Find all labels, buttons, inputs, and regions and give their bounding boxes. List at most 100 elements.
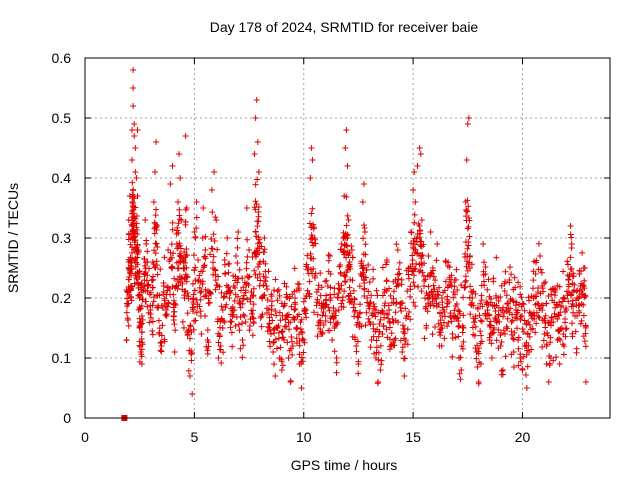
data-point bbox=[240, 292, 247, 299]
data-point bbox=[189, 296, 196, 303]
data-point bbox=[191, 229, 198, 235]
y-tick-label: 0.6 bbox=[52, 50, 72, 66]
data-point bbox=[411, 169, 418, 175]
data-point bbox=[536, 314, 543, 321]
data-point bbox=[314, 296, 321, 303]
data-point bbox=[537, 253, 543, 259]
data-point bbox=[239, 320, 246, 327]
data-point bbox=[268, 293, 275, 300]
data-point bbox=[137, 321, 144, 328]
data-point bbox=[532, 293, 539, 300]
data-point bbox=[436, 284, 443, 291]
data-point bbox=[496, 318, 503, 325]
data-point bbox=[448, 279, 455, 286]
data-point bbox=[263, 310, 270, 317]
data-point bbox=[149, 318, 156, 325]
data-point bbox=[380, 322, 387, 329]
data-point bbox=[212, 286, 219, 293]
data-point bbox=[299, 329, 306, 336]
x-axis-label: GPS time / hours bbox=[291, 457, 398, 473]
data-point bbox=[379, 292, 386, 299]
data-point bbox=[172, 301, 179, 308]
data-point bbox=[272, 276, 279, 283]
data-point bbox=[502, 331, 508, 337]
data-point bbox=[202, 313, 209, 320]
data-point bbox=[544, 329, 551, 336]
data-point bbox=[298, 354, 305, 361]
data-point bbox=[219, 307, 226, 313]
data-point bbox=[246, 247, 253, 253]
data-point bbox=[244, 236, 251, 243]
data-point bbox=[441, 287, 448, 294]
data-point bbox=[577, 320, 584, 327]
data-point bbox=[579, 281, 586, 288]
data-point bbox=[156, 325, 163, 332]
data-point bbox=[407, 293, 414, 300]
y-tick-label: 0.5 bbox=[52, 110, 72, 126]
data-point bbox=[261, 291, 268, 298]
data-point bbox=[445, 298, 452, 305]
data-point bbox=[309, 239, 316, 246]
data-point bbox=[465, 115, 472, 121]
data-point bbox=[410, 272, 417, 279]
data-point bbox=[581, 277, 588, 284]
data-point bbox=[535, 313, 542, 320]
data-point bbox=[196, 272, 203, 279]
data-point bbox=[327, 253, 333, 259]
data-point bbox=[411, 219, 418, 226]
data-point bbox=[476, 359, 483, 366]
data-point bbox=[385, 302, 392, 309]
data-point bbox=[514, 325, 521, 332]
data-point bbox=[184, 310, 191, 317]
data-point bbox=[275, 322, 282, 329]
data-point bbox=[356, 283, 363, 290]
data-point bbox=[416, 145, 423, 151]
data-point bbox=[560, 268, 567, 275]
data-point bbox=[475, 380, 482, 387]
data-point bbox=[469, 324, 476, 331]
data-point bbox=[353, 348, 360, 355]
data-point bbox=[565, 298, 572, 305]
data-point bbox=[535, 300, 542, 307]
data-point bbox=[177, 245, 184, 252]
data-point bbox=[430, 282, 437, 289]
data-point bbox=[517, 283, 524, 290]
data-point bbox=[568, 234, 575, 241]
data-point bbox=[581, 285, 588, 292]
data-point bbox=[144, 303, 151, 310]
data-point bbox=[253, 248, 260, 255]
data-point bbox=[192, 317, 199, 324]
data-point bbox=[567, 292, 574, 299]
data-point bbox=[374, 292, 381, 299]
data-point bbox=[565, 283, 572, 290]
data-point bbox=[447, 310, 454, 317]
data-point bbox=[239, 337, 246, 343]
data-point bbox=[295, 311, 302, 318]
data-point bbox=[239, 354, 246, 361]
data-point bbox=[225, 260, 232, 267]
data-point bbox=[147, 314, 154, 321]
data-point bbox=[450, 294, 457, 301]
data-point bbox=[288, 334, 295, 341]
data-point bbox=[181, 257, 188, 264]
data-point bbox=[144, 258, 151, 265]
data-point bbox=[177, 175, 184, 181]
data-point bbox=[455, 323, 462, 330]
data-point bbox=[185, 293, 192, 300]
data-point bbox=[530, 277, 537, 284]
data-point bbox=[256, 236, 263, 243]
data-point bbox=[198, 330, 205, 337]
data-point bbox=[242, 318, 249, 325]
data-point bbox=[562, 326, 569, 333]
data-point bbox=[372, 313, 379, 320]
data-point bbox=[138, 281, 145, 288]
data-point bbox=[264, 286, 271, 293]
data-point bbox=[254, 176, 261, 183]
data-point bbox=[432, 277, 439, 284]
data-point bbox=[568, 266, 575, 273]
data-point bbox=[515, 334, 522, 341]
x-tick-label: 10 bbox=[296, 429, 312, 445]
data-point bbox=[508, 271, 515, 278]
data-point bbox=[158, 332, 165, 339]
data-point bbox=[478, 318, 485, 325]
